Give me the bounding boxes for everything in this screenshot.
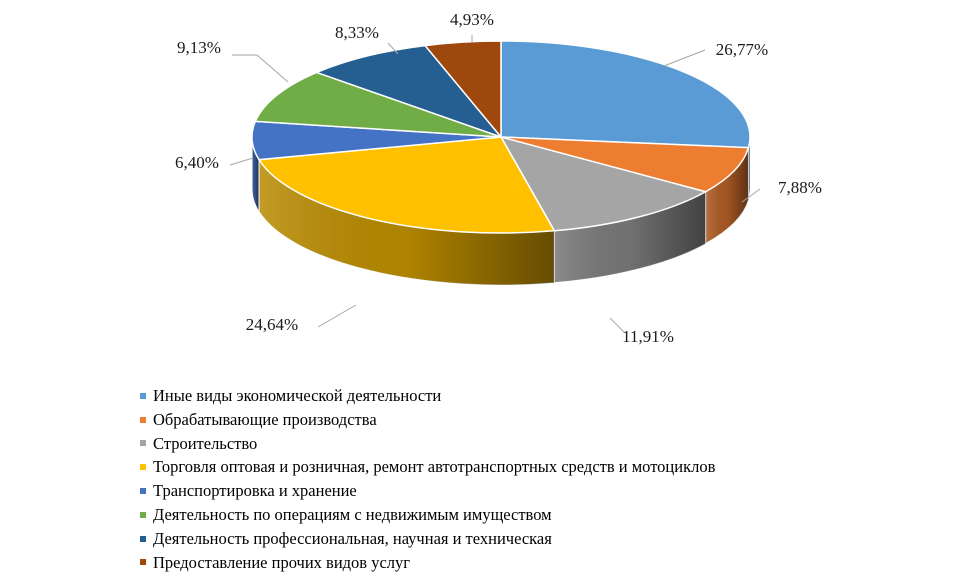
legend-swatch: [140, 488, 146, 495]
legend-label: Иные виды экономической деятельности: [153, 386, 442, 405]
legend-item: Строительство: [140, 432, 715, 456]
legend-label: Строительство: [153, 433, 258, 453]
legend-item: Деятельность по операциям с недвижимым и…: [140, 503, 715, 527]
leader-line-6: [387, 42, 399, 55]
legend-swatch: [140, 416, 146, 423]
slice-side-shade-2: [554, 191, 706, 283]
legend-swatch: [140, 464, 146, 471]
legend-swatch: [140, 511, 146, 518]
pie-slice-2: [499, 135, 708, 232]
leader-line-5: [232, 54, 289, 83]
value-labels: 26,77% 7,88% 11,91% 24,64% 6,40% 9,13% 8,33% 4,…: [175, 10, 822, 346]
pie-tops: [251, 40, 751, 234]
legend-label: Обрабатывающие производства: [153, 409, 377, 429]
pie-slice-1: [500, 136, 750, 193]
value-label-2: 11,91%: [622, 327, 674, 346]
value-label-0: 26,77%: [716, 40, 768, 59]
value-label-7: 4,93%: [450, 10, 494, 29]
pie-slice-5: [254, 71, 502, 138]
leader-line-1: [741, 188, 761, 203]
slice-side-shade-4: [252, 137, 260, 212]
leader-line-0: [663, 49, 706, 67]
pie-slice-7: [423, 40, 502, 140]
legend: Иные виды экономической деятельности Обра…: [140, 384, 715, 574]
leader-lines: [229, 35, 761, 333]
legend-label: Торговля оптовая и розничная, ремонт авт…: [153, 457, 716, 477]
legend-swatch: [140, 559, 146, 566]
leader-line-4: [229, 157, 254, 166]
legend-item: Деятельность профессиональная, научная и…: [140, 527, 715, 551]
legend-item: Торговля оптовая и розничная, ремонт авт…: [140, 455, 715, 479]
legend-label: Предоставление прочих видов услуг: [153, 552, 411, 572]
legend-label: Транспортировка и хранение: [153, 481, 357, 501]
legend-label: Деятельность по операциям с недвижимым и…: [153, 504, 552, 524]
slice-side-shade-1: [705, 147, 749, 244]
legend-item: Иные виды экономической деятельности: [140, 384, 715, 408]
legend-swatch: [140, 440, 146, 447]
leader-line-2: [609, 317, 625, 333]
value-label-5: 9,13%: [177, 38, 221, 57]
slice-side-shade-3: [259, 159, 555, 285]
value-label-1: 7,88%: [778, 178, 822, 197]
legend-item: Предоставление прочих видов услуг: [140, 551, 715, 575]
value-label-3: 24,64%: [246, 315, 298, 334]
legend-swatch: [140, 535, 146, 542]
pie-slice-0: [500, 40, 751, 149]
pie-slice-3: [257, 136, 556, 234]
legend-item: Обрабатывающие производства: [140, 408, 715, 432]
legend-label: Деятельность профессиональная, научная и…: [153, 528, 552, 548]
leader-line-3: [317, 304, 357, 328]
value-label-6: 8,33%: [335, 23, 379, 42]
value-label-4: 6,40%: [175, 153, 219, 172]
legend-swatch: [140, 392, 146, 399]
pie-slice-6: [314, 44, 504, 139]
legend-item: Транспортировка и хранение: [140, 479, 715, 503]
